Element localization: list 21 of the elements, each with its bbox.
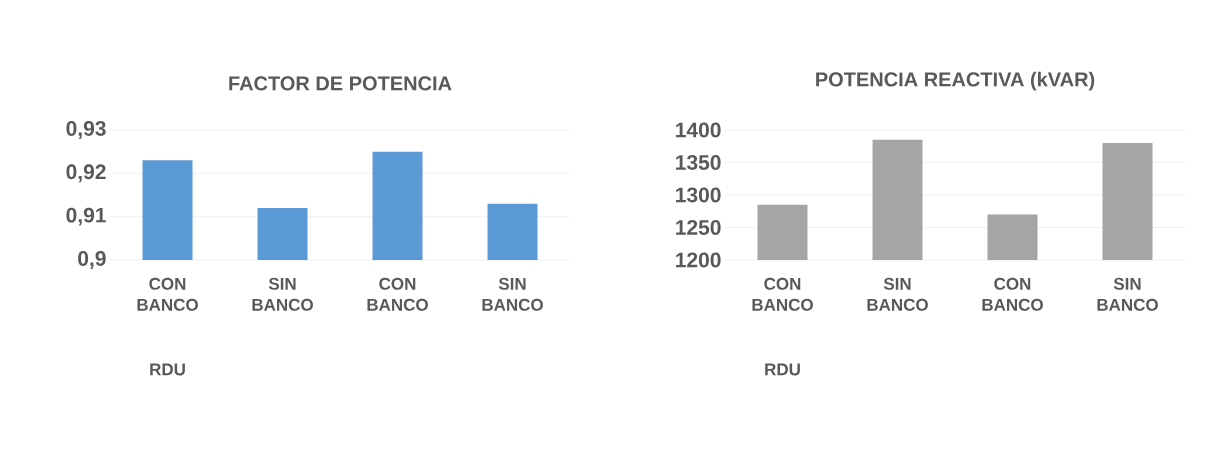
- y-tick-label: 1250: [676, 220, 721, 235]
- text: RDU: [765, 363, 800, 376]
- y-tick-label: 1350: [676, 155, 721, 170]
- x-tick-label: CON BANCO: [982, 277, 1043, 311]
- text: RDU: [150, 363, 185, 376]
- y-tick-label: 1300: [676, 187, 721, 203]
- y-tick-label: 0,92: [66, 164, 106, 183]
- x-tick-label: CON BANCO: [367, 277, 428, 311]
- y-tick-label: 0,91: [66, 207, 106, 226]
- x-tick-label: CON BANCO: [137, 277, 198, 311]
- y-tick-label: 0,9: [78, 251, 106, 269]
- chart-title: FACTOR DE POTENCIA: [229, 76, 452, 91]
- x-tick-label: SIN BANCO: [252, 277, 313, 311]
- x-tick-label: CON BANCO: [752, 277, 813, 311]
- x-tick-label: SIN BANCO: [482, 277, 543, 311]
- x-tick-label: SIN BANCO: [867, 277, 928, 311]
- y-tick-label: 0,93: [66, 121, 106, 139]
- chart-title: POTENCIA REACTIVA (kVAR): [816, 71, 1095, 91]
- y-tick-label: 1200: [676, 252, 721, 268]
- y-tick-label: 1400: [676, 122, 721, 138]
- x-tick-label: SIN BANCO: [1097, 277, 1158, 311]
